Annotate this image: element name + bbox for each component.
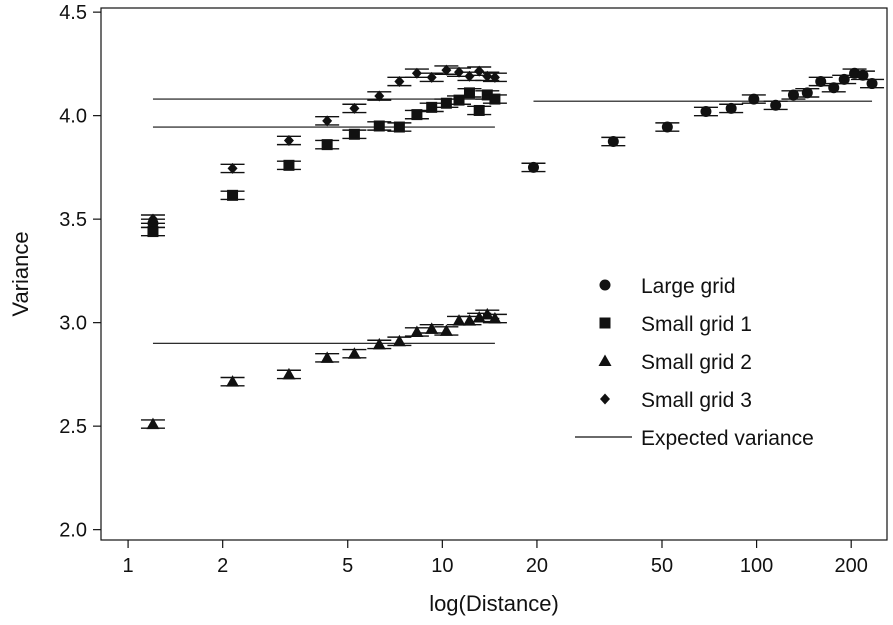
data-point-square <box>473 104 485 116</box>
data-point-diamond <box>283 134 294 146</box>
data-point-circle <box>866 78 878 90</box>
legend-marker-square <box>599 317 611 329</box>
y-tick-label: 2.0 <box>59 520 87 542</box>
y-axis-title: Variance <box>8 231 33 316</box>
data-point-square <box>283 159 295 171</box>
data-point-circle <box>857 69 869 81</box>
x-tick-label: 100 <box>740 555 773 577</box>
data-point-square <box>411 109 423 121</box>
y-tick-label: 4.0 <box>59 106 87 128</box>
legend-label: Small grid 1 <box>641 313 752 336</box>
data-point-triangle <box>320 351 334 363</box>
x-tick-label: 10 <box>431 555 453 577</box>
data-point-circle <box>801 87 813 99</box>
data-point-triangle <box>392 334 406 347</box>
data-point-diamond <box>464 70 475 82</box>
data-point-triangle <box>226 375 240 387</box>
x-tick-label: 1 <box>123 555 134 577</box>
x-tick-label: 5 <box>342 555 353 577</box>
data-point-triangle <box>282 367 296 380</box>
data-point-square <box>227 189 239 201</box>
data-point-square <box>348 128 360 140</box>
data-point-triangle <box>488 312 502 324</box>
legend-label: Small grid 2 <box>641 351 752 374</box>
data-point-triangle <box>410 325 424 337</box>
data-point-diamond <box>147 213 158 225</box>
data-point-diamond <box>227 162 238 174</box>
legend-label: Large grid <box>641 275 736 298</box>
y-axis: 2.0 2.5 3.0 3.5 4.0 4.5 <box>59 2 101 542</box>
data-point-diamond <box>374 90 385 102</box>
series-small-grid-1 <box>140 87 507 238</box>
legend-label: Small grid 3 <box>641 389 752 412</box>
data-point-diamond <box>322 115 333 127</box>
data-point-diamond <box>489 71 500 83</box>
data-point-triangle <box>472 310 486 323</box>
data-point-circle <box>815 75 827 87</box>
x-axis: 1 2 5 10 20 50 100 200 <box>123 540 868 577</box>
expected-variance-lines <box>152 98 873 344</box>
data-point-diamond <box>411 67 422 79</box>
data-point-triangle <box>425 322 439 334</box>
y-tick-label: 3.0 <box>59 313 87 335</box>
y-tick-label: 4.5 <box>59 2 87 24</box>
data-point-triangle <box>480 307 494 320</box>
data-point-triangle <box>146 417 160 430</box>
data-point-square <box>440 97 452 109</box>
data-series-layer <box>140 64 885 430</box>
data-point-circle <box>828 82 840 94</box>
x-tick-label: 2 <box>217 555 228 577</box>
data-point-circle <box>725 102 737 114</box>
data-point-circle <box>607 136 619 148</box>
data-point-triangle <box>347 347 361 359</box>
x-tick-label: 50 <box>651 555 673 577</box>
legend: Large grid Small grid 1 Small grid 2 Small … <box>575 275 814 450</box>
data-point-circle <box>787 89 799 101</box>
y-tick-label: 2.5 <box>59 416 87 438</box>
data-point-triangle <box>462 314 476 326</box>
legend-marker-diamond <box>600 393 610 405</box>
data-point-triangle <box>372 337 386 350</box>
plot-area-frame <box>100 7 888 541</box>
series-small-grid-3 <box>140 64 507 225</box>
legend-marker-circle <box>599 279 611 291</box>
data-point-square <box>426 101 438 113</box>
data-point-circle <box>770 99 782 111</box>
data-point-square <box>463 87 475 99</box>
data-point-square <box>393 121 405 133</box>
data-point-diamond <box>349 102 360 114</box>
data-point-diamond <box>474 65 485 77</box>
legend-label: Expected variance <box>641 427 814 450</box>
y-tick-label: 3.5 <box>59 209 87 231</box>
x-tick-label: 20 <box>526 555 548 577</box>
x-axis-title: log(Distance) <box>429 591 559 616</box>
series-large-grid <box>140 67 885 229</box>
data-point-square <box>489 93 501 105</box>
data-point-square <box>321 139 333 151</box>
data-point-circle <box>838 73 850 85</box>
data-point-circle <box>748 93 760 105</box>
data-point-circle <box>527 161 539 173</box>
data-point-circle <box>700 106 712 118</box>
legend-marker-triangle <box>598 354 612 366</box>
data-point-triangle <box>439 324 453 336</box>
series-small-grid-2 <box>140 307 507 430</box>
data-point-circle <box>661 121 673 133</box>
data-point-square <box>373 120 385 132</box>
data-point-square <box>147 226 159 238</box>
data-point-diamond <box>426 71 437 83</box>
data-point-triangle <box>452 314 466 326</box>
x-tick-label: 200 <box>835 555 868 577</box>
data-point-diamond <box>394 75 405 87</box>
data-point-square <box>453 94 465 106</box>
